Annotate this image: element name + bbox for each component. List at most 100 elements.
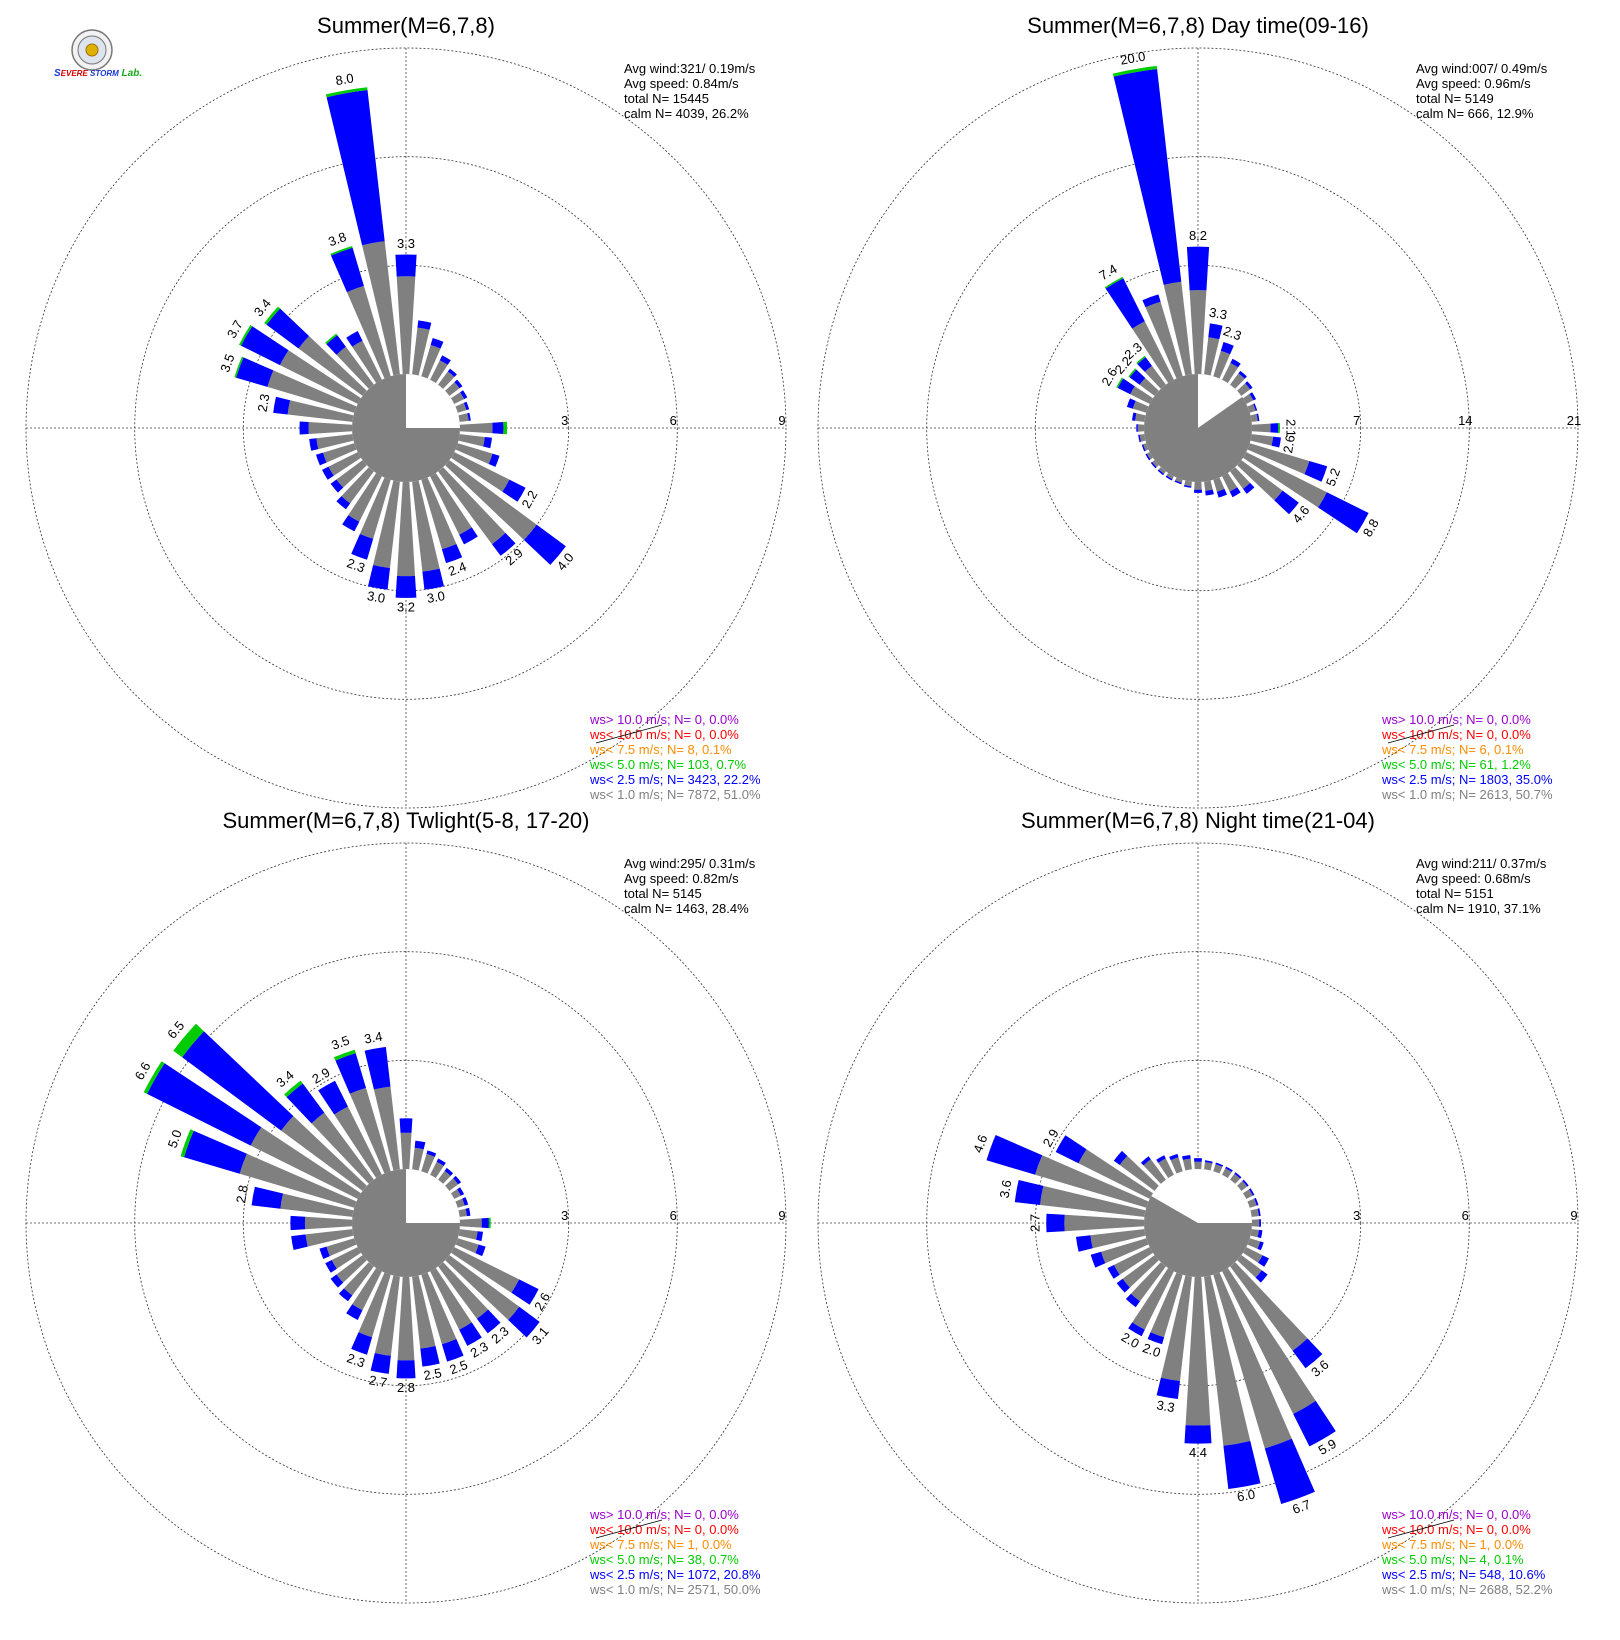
bar-segment-gray	[1204, 337, 1220, 376]
bar-segment-blue	[1169, 1153, 1179, 1161]
bar-segment-blue	[351, 534, 374, 560]
bar-segment-blue	[1243, 482, 1255, 494]
bar-segment-blue	[465, 1207, 471, 1217]
bar-segment-gray	[421, 345, 441, 379]
grid-ring	[1034, 264, 1362, 592]
bar-segment-blue	[430, 338, 444, 349]
bar-segment-blue	[322, 466, 334, 480]
bar-segment-gray	[1122, 1255, 1159, 1288]
legend-entry: ws> 10.0 m/s; N= 0, 0.0%	[1381, 1507, 1531, 1522]
bar-segment-blue	[1271, 436, 1281, 448]
bar-segment-blue	[1182, 1155, 1191, 1160]
bar-value-label: 2.8	[397, 1380, 415, 1395]
bar-segment-gray	[239, 1153, 357, 1208]
bar-segment-green	[330, 246, 353, 256]
legend-entry: ws< 1.0 m/s; N= 2688, 52.2%	[1381, 1582, 1553, 1597]
bar-value-label: 3.8	[326, 229, 348, 249]
bar-segment-gray	[1247, 1238, 1261, 1249]
bar-segment-green	[180, 1129, 194, 1158]
bar-segment-gray	[451, 1247, 520, 1293]
bar-segment-gray	[305, 1229, 354, 1247]
bar-value-label: 3.4	[363, 1029, 383, 1047]
bar-value-label: 5.2	[1323, 466, 1343, 488]
bar-segment-gray	[1213, 1272, 1292, 1449]
bar-segment-gray	[1132, 1268, 1174, 1330]
ring-label: 6	[670, 413, 677, 428]
bar-value-label: 2.3	[1221, 323, 1243, 343]
bar-segment-blue	[316, 452, 327, 466]
stats-line: Avg speed: 0.96m/s	[1416, 76, 1531, 91]
bar-value-label: 3.5	[217, 352, 237, 374]
bar-segment-blue	[1141, 444, 1146, 452]
bar-value-label: 2.3	[345, 555, 367, 575]
bar-segment-gray	[451, 452, 510, 492]
ring-label: 6	[1462, 1208, 1469, 1223]
bar-segment-blue	[395, 575, 417, 598]
bar-segment-gray	[1250, 434, 1274, 446]
bar-segment-blue	[290, 1215, 306, 1231]
bar-segment-gray	[1243, 393, 1254, 404]
bar-segment-blue	[396, 1360, 416, 1379]
bar-segment-gray	[304, 1216, 353, 1230]
bar-segment-blue	[1140, 1156, 1151, 1166]
bar-segment-green	[239, 325, 253, 346]
bar-segment-blue	[1142, 294, 1161, 308]
stats-line: Avg speed: 0.82m/s	[624, 871, 739, 886]
bar-value-label: 2.3	[345, 1350, 367, 1370]
bar-segment-gray	[1130, 1262, 1166, 1302]
legend-strike	[1387, 1519, 1455, 1539]
bar-segment-gray	[421, 1272, 457, 1345]
bar-segment-blue	[325, 1260, 337, 1273]
bar-value-label: 2.0	[1141, 1340, 1163, 1360]
bar-segment-gray	[445, 382, 460, 396]
legend-entry: ws< 5.0 m/s; N= 103, 0.7%	[589, 757, 747, 772]
bar-segment-gray	[1152, 460, 1159, 468]
bar-segment-blue	[309, 438, 319, 451]
bar-segment-gray	[438, 467, 506, 545]
bar-segment-blue	[1055, 1135, 1087, 1164]
stats-line: total N= 5149	[1416, 91, 1494, 106]
bar-segment-blue	[1274, 490, 1299, 515]
bar-segment-blue	[426, 1150, 437, 1157]
bar-segment-blue	[441, 544, 463, 564]
bar-segment-blue	[1234, 1172, 1242, 1179]
bar-segment-blue	[182, 1031, 294, 1131]
bar-value-label: 2.8	[233, 1184, 251, 1204]
legend-entry: ws< 7.5 m/s; N= 1, 0.0%	[589, 1537, 732, 1552]
bar-segment-blue	[291, 1234, 308, 1250]
bar-segment-gray	[280, 1193, 354, 1217]
bar-segment-gray	[1247, 404, 1256, 413]
bar-segment-blue	[463, 401, 470, 411]
bar-segment-blue	[286, 1083, 325, 1124]
bar-segment-gray	[421, 1153, 435, 1174]
bar-segment-blue	[476, 1231, 483, 1242]
legend-entry: ws< 1.0 m/s; N= 2613, 50.7%	[1381, 787, 1553, 802]
bar-segment-green	[173, 1023, 204, 1058]
bar-segment-green	[1104, 276, 1124, 289]
legend-entry: ws> 10.0 m/s; N= 0, 0.0%	[589, 1507, 739, 1522]
bar-segment-gray	[1139, 378, 1159, 396]
bar-segment-blue	[441, 1339, 464, 1362]
chart-title: Summer(M=6,7,8) Night time(21-04)	[1021, 808, 1375, 833]
bar-segment-blue	[1157, 469, 1164, 476]
bar-segment-gray	[430, 473, 472, 535]
bar-segment-blue	[1249, 392, 1257, 401]
bar-segment-blue	[236, 357, 274, 387]
bar-segment-blue	[502, 479, 526, 502]
bar-segment-blue	[1259, 1219, 1262, 1227]
bar-segment-gray	[1130, 386, 1153, 404]
bar-segment-blue	[368, 565, 390, 590]
wind-rose-panel-nighttime: Summer(M=6,7,8) Night time(21-04)3 6 93.65…	[817, 808, 1579, 1604]
bar-value-label: 2.7	[368, 1372, 388, 1390]
bar-segment-blue	[457, 1187, 465, 1196]
stats-line: Avg wind:211/ 0.37m/s	[1416, 856, 1547, 871]
bar-segment-gray	[348, 473, 382, 522]
bar-segment-gray	[1170, 1157, 1183, 1174]
legend-strike	[595, 1519, 663, 1539]
bar-segment-blue	[1245, 381, 1253, 390]
bar-segment-blue	[1216, 488, 1227, 498]
bar-value-label: 3.2	[397, 599, 415, 614]
bar-segment-blue	[1249, 1188, 1255, 1196]
bar-segment-gray	[412, 480, 440, 572]
